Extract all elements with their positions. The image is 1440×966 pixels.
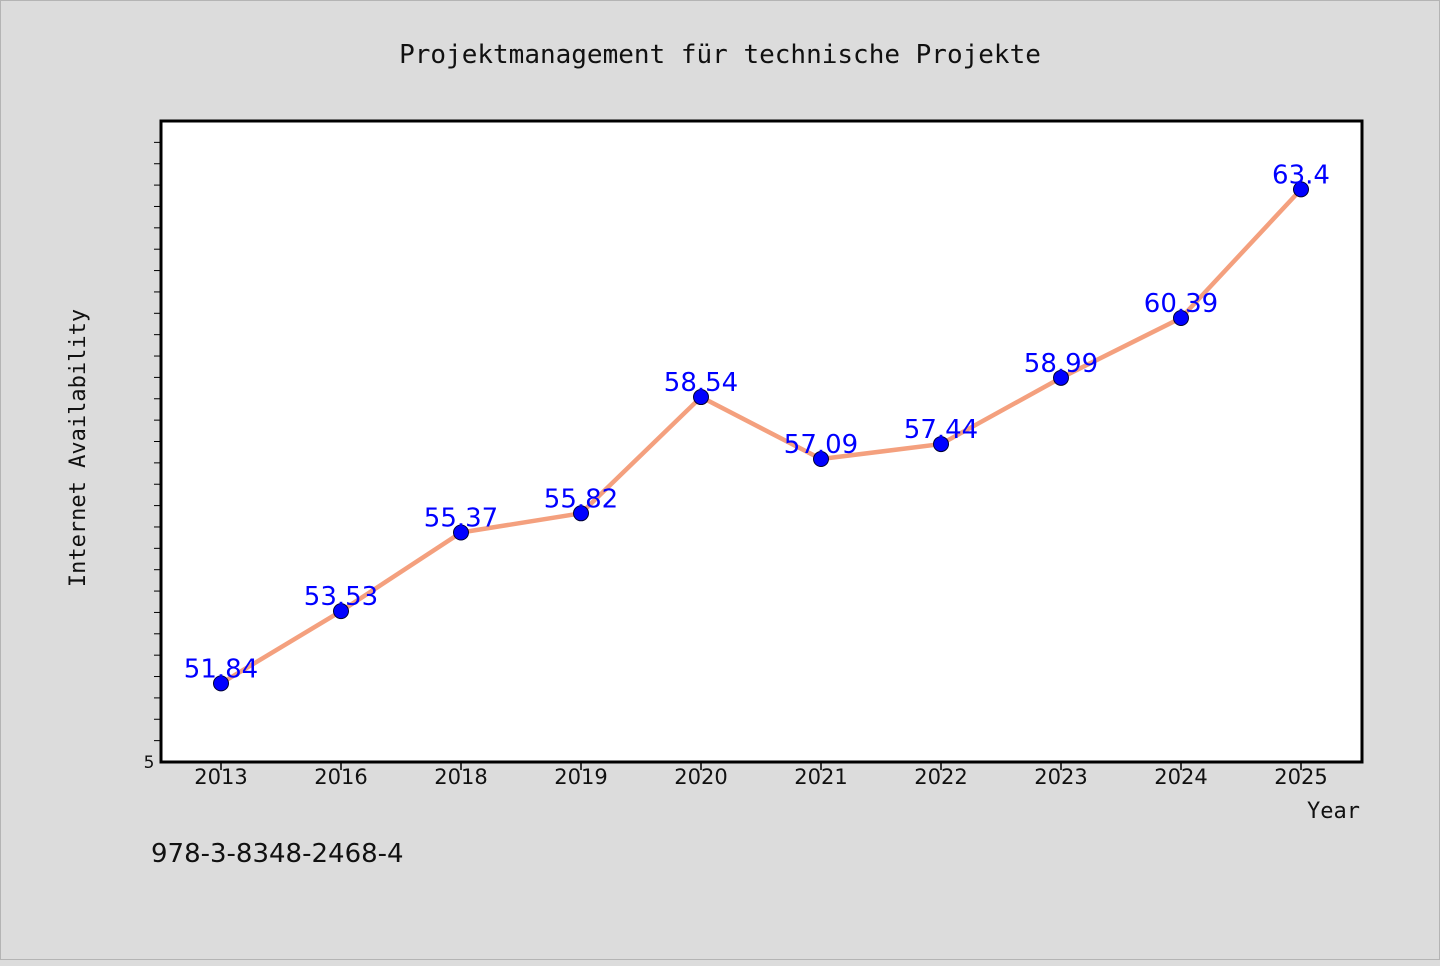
x-tick-label: 2024 <box>1154 765 1207 789</box>
data-label: 63.4 <box>1272 160 1330 190</box>
series-group: 51.84 53.53 55.37 55.82 58.54 57.09 57.44 58.99… <box>184 160 1330 692</box>
series-line <box>219 187 1303 686</box>
x-tick-label: 2022 <box>914 765 967 789</box>
data-label: 55.82 <box>544 484 618 514</box>
data-label: 53.53 <box>304 582 378 612</box>
data-point <box>933 436 949 453</box>
data-label: 60.39 <box>1144 289 1218 319</box>
data-point <box>1173 310 1189 327</box>
isbn-text: 978-3-8348-2468-4 <box>151 839 404 869</box>
x-axis-label: Year <box>1307 799 1360 824</box>
plot-area <box>159 119 1364 764</box>
data-point <box>693 389 709 406</box>
y-axis-ticks <box>154 141 161 742</box>
x-tick-label: 2019 <box>554 765 607 789</box>
data-point <box>1293 181 1309 198</box>
data-point <box>213 675 229 692</box>
data-point <box>1053 369 1069 386</box>
data-label: 55.37 <box>424 504 498 534</box>
x-axis-ticks: 2013 2016 2018 2019 2020 2021 2022 2023 2024 2025 <box>194 762 1328 789</box>
data-label: 58.54 <box>664 368 738 398</box>
data-point <box>573 505 589 522</box>
x-tick-label: 2021 <box>794 765 847 789</box>
chart-title: Projektmanagement für technische Projekt… <box>399 40 1041 70</box>
data-label: 57.09 <box>784 430 858 460</box>
y-tick-label: 5 <box>144 753 155 773</box>
x-tick-label: 2020 <box>674 765 727 789</box>
data-label: 57.44 <box>904 415 978 445</box>
data-label: 51.84 <box>184 654 258 684</box>
data-label: 58.99 <box>1024 349 1098 379</box>
y-axis-label: Internet Availability <box>66 309 91 587</box>
x-tick-label: 2016 <box>314 765 367 789</box>
data-point <box>453 524 469 541</box>
x-tick-label: 2023 <box>1034 765 1087 789</box>
x-tick-label: 2025 <box>1274 765 1327 789</box>
data-point <box>333 603 349 620</box>
x-tick-label: 2018 <box>434 765 487 789</box>
x-tick-label: 2013 <box>194 765 247 789</box>
data-point <box>813 451 829 468</box>
